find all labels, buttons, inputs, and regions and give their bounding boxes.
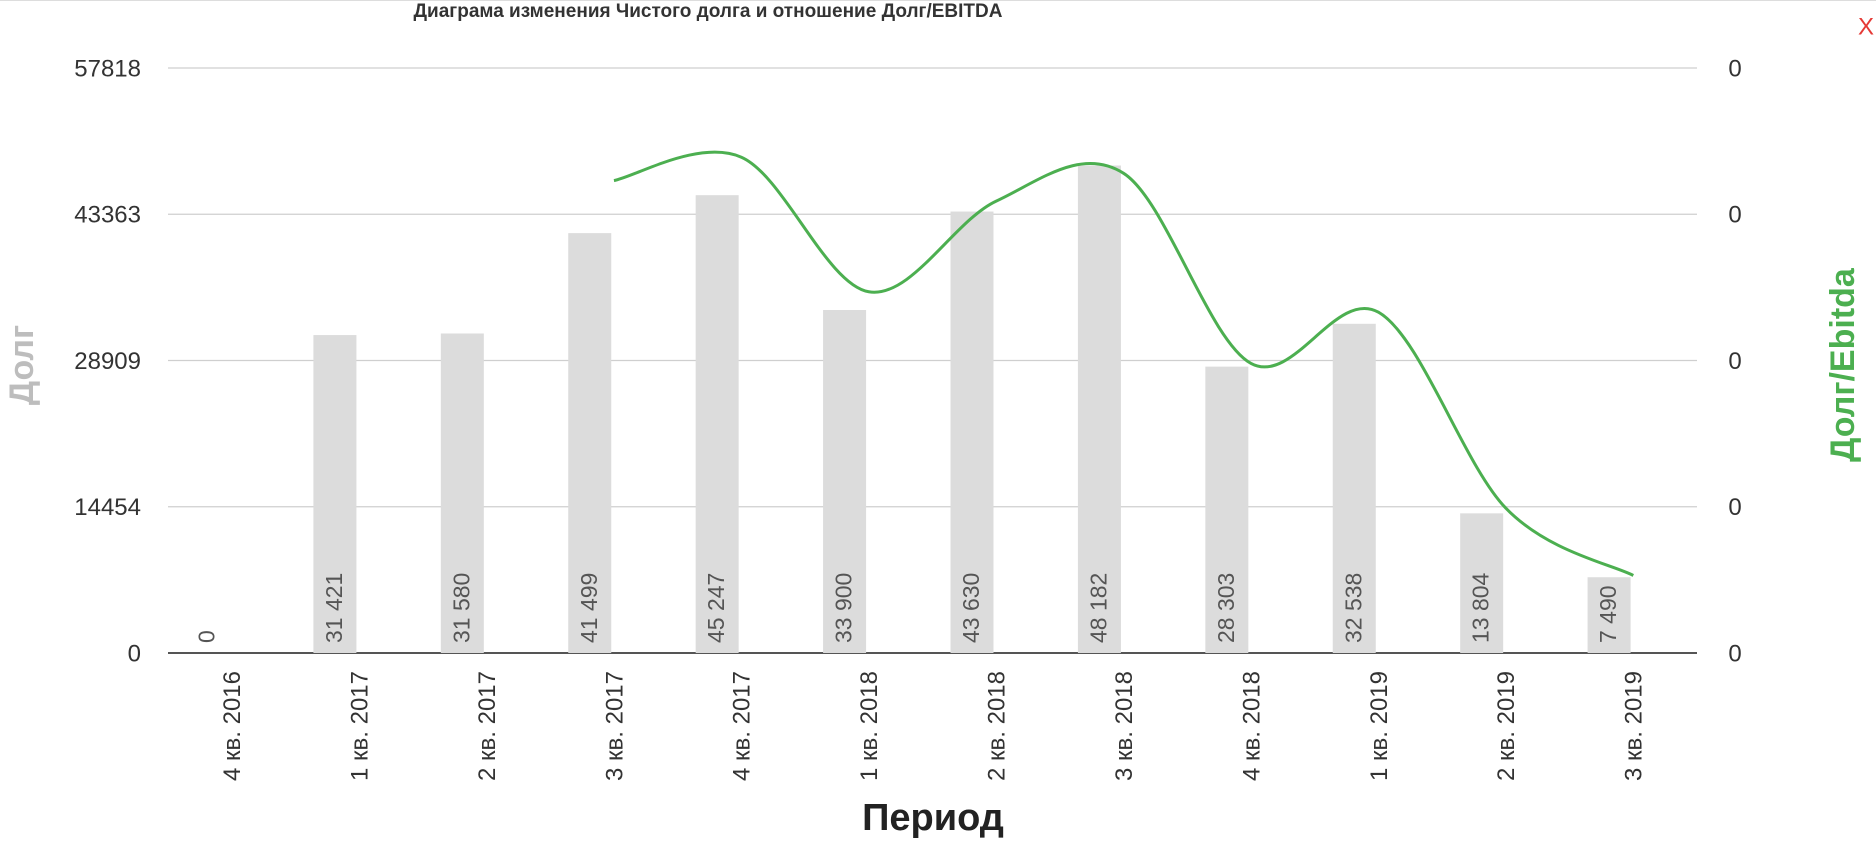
y-tick-label: 28909 <box>74 348 141 375</box>
value-label: 45 247 <box>703 573 729 643</box>
y2-axis-title: Долг/Ebitda <box>1824 267 1862 462</box>
value-label: 33 900 <box>831 573 857 643</box>
bar <box>1460 513 1504 653</box>
y2-tick-label: 0 <box>1728 348 1741 375</box>
y-axis-title: Долг <box>3 325 41 405</box>
bar <box>950 211 994 653</box>
chart-title: Диаграма изменения Чистого долга и отнош… <box>414 1 1003 22</box>
y2-tick-label: 0 <box>1728 202 1741 229</box>
value-label: 43 630 <box>958 573 984 643</box>
x-tick-label: 4 кв. 2018 <box>1238 671 1265 781</box>
bar <box>823 310 867 653</box>
x-tick-label: 2 кв. 2018 <box>984 671 1011 781</box>
y-tick-label: 43363 <box>74 202 141 229</box>
value-label: 0 <box>194 630 220 643</box>
bar <box>1077 165 1121 653</box>
y-tick-label: 14454 <box>74 494 141 521</box>
x-tick-label: 4 кв. 2017 <box>729 671 756 781</box>
bar <box>440 333 484 653</box>
x-tick-label: 4 кв. 2016 <box>219 671 246 781</box>
value-label: 41 499 <box>576 573 602 643</box>
value-label: 31 421 <box>321 573 347 643</box>
bar <box>1332 323 1376 653</box>
x-tick-label: 3 кв. 2018 <box>1111 671 1138 781</box>
value-label: 31 580 <box>448 573 474 643</box>
bar <box>695 195 739 654</box>
x-tick-label: 1 кв. 2019 <box>1366 671 1393 781</box>
value-label: 32 538 <box>1340 573 1366 643</box>
x-tick-label: 2 кв. 2017 <box>474 671 501 781</box>
x-axis-title: Период <box>862 797 1004 839</box>
y-tick-label: 0 <box>128 640 141 667</box>
value-label: 28 303 <box>1213 573 1239 643</box>
value-label: 48 182 <box>1085 573 1111 643</box>
x-tick-label: 3 кв. 2019 <box>1621 671 1648 781</box>
y2-tick-label: 0 <box>1728 55 1741 82</box>
bar <box>1205 366 1249 653</box>
y2-tick-label: 0 <box>1728 494 1741 521</box>
x-tick-label: 1 кв. 2018 <box>856 671 883 781</box>
x-tick-label: 2 кв. 2019 <box>1493 671 1520 781</box>
y-tick-label: 57818 <box>74 55 141 82</box>
close-button[interactable]: X <box>1858 13 1874 40</box>
bar <box>1587 577 1631 653</box>
x-tick-label: 1 кв. 2017 <box>346 671 373 781</box>
line <box>613 150 1634 577</box>
value-label: 13 804 <box>1468 572 1494 643</box>
x-tick-label: 3 кв. 2017 <box>601 671 628 781</box>
bar <box>313 335 357 653</box>
bar <box>568 233 612 653</box>
value-label: 7 490 <box>1595 585 1621 643</box>
y2-tick-label: 0 <box>1728 640 1741 667</box>
